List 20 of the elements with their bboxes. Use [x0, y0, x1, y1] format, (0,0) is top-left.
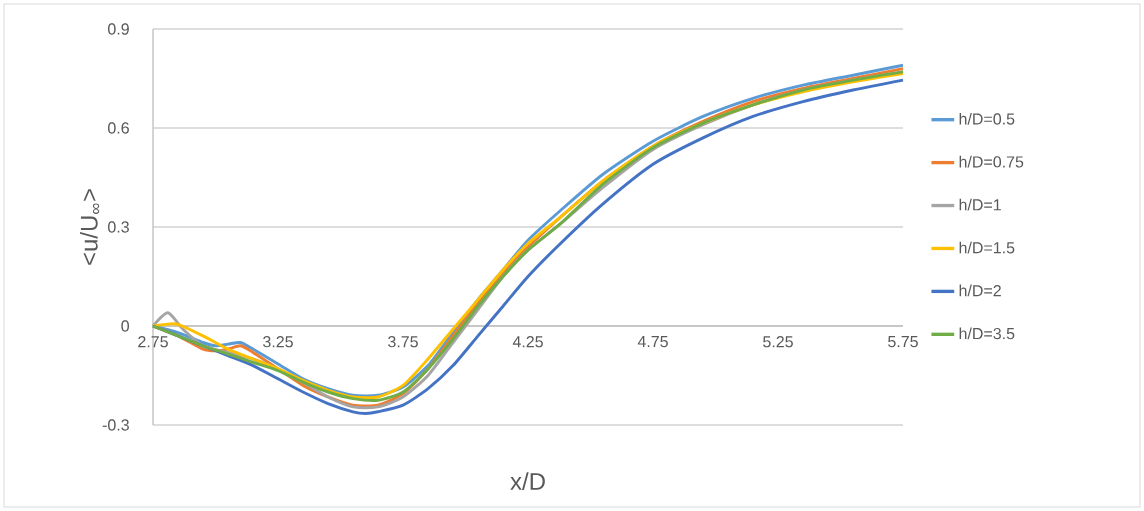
y-tick-label: 0.3 [108, 221, 129, 233]
x-tick-label: 5.25 [763, 336, 793, 348]
x-tick-label: 5.75 [888, 336, 918, 348]
legend-label: h/D=0.75 [959, 155, 1024, 168]
legend-label: h/D=3.5 [959, 327, 1015, 340]
y-tick-label: 0.9 [108, 23, 129, 35]
y-axis-title: <u/U$_{∞}$> [80, 189, 100, 265]
x-tick-label: 2.75 [138, 336, 168, 348]
y-tick-label: -0.3 [102, 419, 129, 431]
legend-label: h/D=1 [959, 198, 1001, 211]
legend-label: h/D=0.5 [959, 112, 1015, 125]
x-tick-label: 4.25 [512, 336, 543, 348]
x-tick-label: 3.75 [388, 336, 418, 348]
x-axis-title: x/D [510, 472, 545, 490]
x-tick-label: 3.25 [263, 336, 293, 348]
legend-label: h/D=2 [959, 284, 1001, 297]
x-tick-label: 4.75 [637, 336, 668, 348]
legend-label: h/D=1.5 [959, 241, 1015, 254]
y-tick-label: 0 [121, 320, 130, 332]
y-tick-label: 0.6 [108, 122, 129, 134]
